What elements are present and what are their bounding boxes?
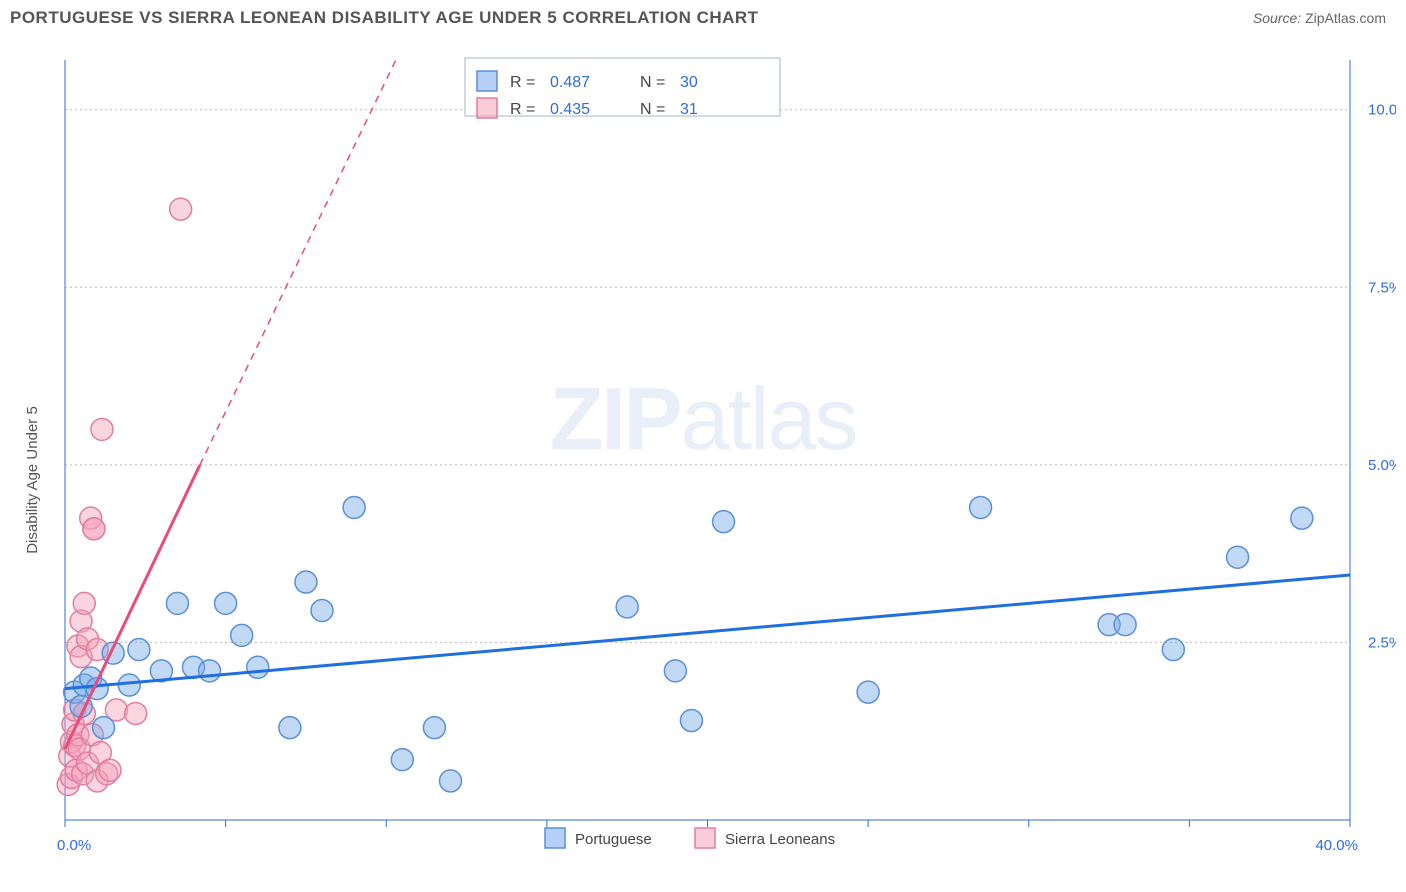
- bottom-legend-label: Sierra Leoneans: [725, 831, 835, 848]
- data-point: [170, 198, 192, 220]
- legend-r-label: R =: [510, 101, 535, 118]
- legend-n-value: 31: [680, 101, 698, 118]
- chart-header: PORTUGUESE VS SIERRA LEONEAN DISABILITY …: [0, 0, 1406, 32]
- trend-line-portuguese: [65, 575, 1350, 689]
- data-point: [616, 596, 638, 618]
- scatter-chart: 0.0% 40.0% 2.5% 5.0% 7.5% 10.0% Disability Age…: [10, 40, 1396, 882]
- trend-line-sierra-dashed: [200, 60, 396, 465]
- bottom-legend-swatch: [695, 828, 715, 848]
- data-point: [1114, 614, 1136, 636]
- legend-n-label: N =: [640, 101, 665, 118]
- data-point: [1162, 639, 1184, 661]
- y-tick-label: 7.5%: [1368, 279, 1396, 296]
- legend-r-value: 0.487: [550, 74, 590, 91]
- legend-swatch: [477, 98, 497, 118]
- legend-swatch: [477, 71, 497, 91]
- data-point: [970, 496, 992, 518]
- data-point: [857, 681, 879, 703]
- data-point: [680, 710, 702, 732]
- data-point: [1227, 546, 1249, 568]
- bottom-legend-label: Portuguese: [575, 831, 652, 848]
- chart-title: PORTUGUESE VS SIERRA LEONEAN DISABILITY …: [10, 8, 759, 28]
- data-point: [295, 571, 317, 593]
- data-point: [1291, 507, 1313, 529]
- data-point: [91, 418, 113, 440]
- legend-r-value: 0.435: [550, 101, 590, 118]
- x-tick-label: 40.0%: [1315, 837, 1358, 854]
- bottom-legend-swatch: [545, 828, 565, 848]
- data-point: [215, 592, 237, 614]
- data-point: [231, 624, 253, 646]
- data-point: [440, 770, 462, 792]
- data-point: [73, 592, 95, 614]
- data-point: [93, 717, 115, 739]
- data-point: [713, 511, 735, 533]
- source-label: Source:: [1253, 10, 1301, 26]
- data-point: [391, 749, 413, 771]
- legend-n-value: 30: [680, 74, 698, 91]
- source-attribution: Source: ZipAtlas.com: [1253, 10, 1386, 26]
- data-point: [83, 518, 105, 540]
- legend-r-label: R =: [510, 74, 535, 91]
- y-tick-label: 10.0%: [1368, 102, 1396, 119]
- data-point: [125, 702, 147, 724]
- data-point: [128, 639, 150, 661]
- data-point: [664, 660, 686, 682]
- y-tick-label: 5.0%: [1368, 457, 1396, 474]
- data-point: [99, 759, 121, 781]
- data-point: [343, 496, 365, 518]
- x-tick-label: 0.0%: [57, 837, 91, 854]
- data-point: [199, 660, 221, 682]
- data-point: [311, 599, 333, 621]
- data-point: [279, 717, 301, 739]
- chart-container: ZIPatlas 0.0%40.0%2.5%5.0%7.5%10.0%Disab…: [10, 40, 1396, 882]
- y-tick-label: 2.5%: [1368, 634, 1396, 651]
- data-point: [423, 717, 445, 739]
- data-point: [166, 592, 188, 614]
- source-value: ZipAtlas.com: [1305, 10, 1386, 26]
- legend-n-label: N =: [640, 74, 665, 91]
- data-point: [247, 656, 269, 678]
- y-axis-title: Disability Age Under 5: [24, 406, 41, 554]
